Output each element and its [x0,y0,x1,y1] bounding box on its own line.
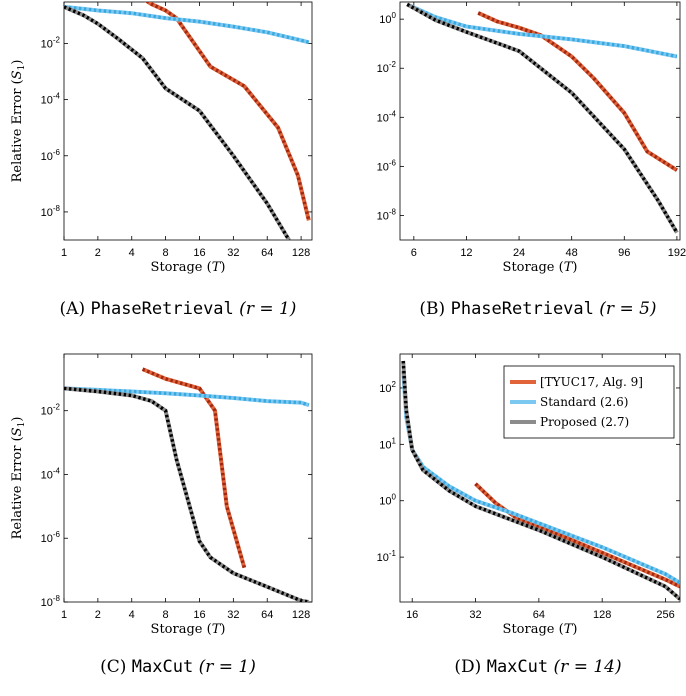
panel-caption: (B) PhaseRetrieval (r = 5) [419,299,656,319]
panel-c: 1 2 4 8 16 32 64 128 10-2 10-4 10-6 10-8 Storage (T)… [10,353,313,677]
series-standard-dots [401,370,680,585]
y-tick-label: 10-4 [377,109,397,124]
y-tick-label: 10-4 [41,92,61,107]
panel-a: 1 2 4 8 16 32 64 128 10-2 10-4 10-6 10-8 Storage (T)… [10,1,313,319]
series-proposed-dots [64,5,291,240]
y-axis-label: Relative Error (S1) [10,417,27,540]
x-tick-label: 16 [193,609,205,621]
x-tick-label: 32 [469,609,481,621]
x-tick-label: 2 [95,247,101,259]
x-tick-label: 128 [593,609,611,621]
y-axis-label: Relative Error (S1) [10,60,27,183]
panel-d: 16 32 64 128 256 102 101 100 10-1 Storage (T) [TYU… [377,353,681,677]
x-tick-label: 1 [61,609,67,621]
legend-label: [TYUC17, Alg. 9] [540,375,643,389]
series-proposed-line [64,5,291,240]
x-axis-label: Storage (T) [503,622,578,637]
y-tick-label: 10-6 [377,158,397,173]
y-tick-label: 10-2 [41,403,61,418]
series-proposed-dots [401,360,680,601]
y-tick-label: 10-2 [377,60,397,75]
series-proposed-line [64,386,310,602]
x-tick-label: 32 [227,247,239,259]
y-tick-label: 102 [379,380,396,395]
series-tyuc-dots [144,2,311,221]
x-tick-label: 64 [261,609,273,621]
y-tick-label: 10-6 [41,530,61,545]
x-tick-label: 64 [533,609,545,621]
x-axis-label: Storage (T) [151,260,226,275]
axes-frame [399,1,681,241]
legend-label: Proposed (2.7) [540,415,629,429]
series-tyuc-dots [474,482,680,589]
series-tyuc-line [477,11,678,172]
x-tick-label: 32 [227,609,239,621]
series-tyuc-dots [477,11,678,172]
series-standard-line [406,2,678,59]
y-tick-label: 10-8 [41,594,61,609]
y-tick-label: 10-2 [41,35,61,50]
axes-frame [63,1,313,241]
series-tyuc-line [474,482,680,589]
x-tick-label: 256 [656,609,674,621]
x-tick-label: 128 [292,247,310,259]
axes-frame [399,353,681,603]
x-tick-label: 16 [193,247,205,259]
x-tick-label: 192 [668,247,686,259]
legend-label: Standard (2.6) [540,395,628,409]
panel-caption: (C) MaxCut (r = 1) [100,657,256,677]
x-tick-label: 128 [292,609,310,621]
x-tick-label: 24 [513,247,525,259]
x-tick-label: 6 [411,247,417,259]
x-tick-label: 8 [163,609,169,621]
axes-frame [63,353,313,603]
x-tick-label: 64 [261,247,273,259]
x-tick-label: 16 [406,609,418,621]
series-tyuc-dots [141,367,246,569]
x-tick-label: 4 [129,247,135,259]
x-tick-label: 2 [95,609,101,621]
series-tyuc-line [144,2,311,221]
series-standard-dots [64,386,310,407]
y-tick-label: 10-1 [377,549,397,564]
x-tick-label: 12 [460,247,472,259]
x-tick-label: 4 [129,609,135,621]
x-tick-label: 96 [618,247,630,259]
y-tick-label: 101 [379,436,396,451]
x-axis-label: Storage (T) [503,260,578,275]
y-tick-label: 10-4 [41,466,61,481]
x-axis-label: Storage (T) [151,622,226,637]
panel-caption: (D) MaxCut (r = 14) [454,657,621,677]
x-tick-label: 1 [61,247,67,259]
series-proposed-dots [406,2,679,234]
y-tick-label: 100 [379,493,396,508]
y-tick-label: 10-8 [41,204,61,219]
panel-caption: (A) PhaseRetrieval (r = 1) [60,299,297,319]
y-tick-label: 100 [379,11,396,26]
series-proposed-line [406,2,679,234]
series-standard-dots [64,5,310,44]
panel-b: 6 12 24 48 96 192 100 10-2 10-4 10-6 10-8 Storage (… [377,1,686,319]
y-tick-label: 10-8 [377,207,397,222]
x-tick-label: 48 [566,247,578,259]
y-tick-label: 10-6 [41,148,61,163]
series-standard-dots [406,2,678,59]
x-tick-label: 8 [163,247,169,259]
